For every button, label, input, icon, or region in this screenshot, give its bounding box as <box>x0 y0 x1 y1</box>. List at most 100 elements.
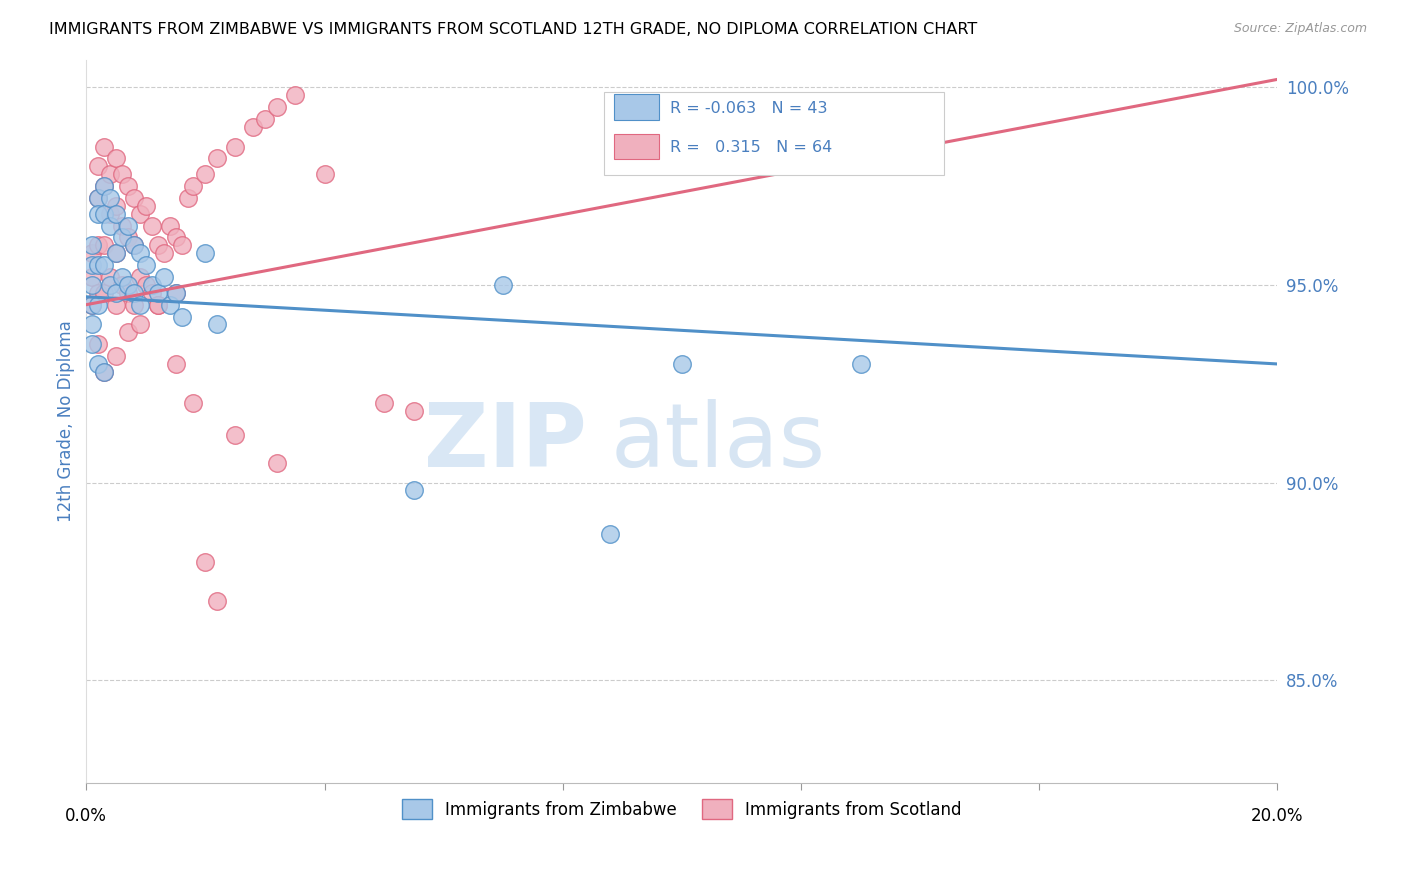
Text: Source: ZipAtlas.com: Source: ZipAtlas.com <box>1233 22 1367 36</box>
Point <box>146 238 169 252</box>
Point <box>117 230 139 244</box>
Point <box>146 298 169 312</box>
Text: IMMIGRANTS FROM ZIMBABWE VS IMMIGRANTS FROM SCOTLAND 12TH GRADE, NO DIPLOMA CORR: IMMIGRANTS FROM ZIMBABWE VS IMMIGRANTS F… <box>49 22 977 37</box>
Point <box>135 258 157 272</box>
Point <box>146 285 169 300</box>
Point <box>599 527 621 541</box>
Point <box>128 207 150 221</box>
Text: R = -0.063   N = 43: R = -0.063 N = 43 <box>671 101 828 116</box>
Point <box>93 179 115 194</box>
Point <box>93 179 115 194</box>
Point <box>224 139 246 153</box>
Point <box>117 285 139 300</box>
Bar <box>614 134 659 160</box>
Point <box>93 365 115 379</box>
Point <box>105 199 128 213</box>
Point <box>402 483 425 498</box>
Point <box>253 112 276 126</box>
Point <box>105 298 128 312</box>
Point <box>224 428 246 442</box>
Point <box>135 277 157 292</box>
Point <box>82 238 104 252</box>
Point <box>165 357 187 371</box>
Point <box>117 179 139 194</box>
Point <box>128 270 150 285</box>
Point <box>111 219 134 233</box>
Point <box>87 238 110 252</box>
Point <box>105 246 128 260</box>
Point <box>373 396 395 410</box>
Point <box>242 120 264 134</box>
Point <box>105 285 128 300</box>
Point <box>122 191 145 205</box>
Point <box>105 152 128 166</box>
Point <box>105 207 128 221</box>
Point <box>194 167 217 181</box>
Point <box>170 310 193 324</box>
Point <box>111 277 134 292</box>
Point <box>87 298 110 312</box>
Point <box>183 179 205 194</box>
Point <box>105 349 128 363</box>
Point <box>87 207 110 221</box>
Point <box>671 357 693 371</box>
Point <box>314 167 336 181</box>
Point <box>207 594 229 608</box>
Point <box>98 270 121 285</box>
Point <box>82 246 104 260</box>
Point <box>87 285 110 300</box>
Point <box>194 246 217 260</box>
Point <box>141 285 163 300</box>
Point <box>98 219 121 233</box>
Point <box>165 285 187 300</box>
Point <box>105 246 128 260</box>
Point <box>849 357 872 371</box>
Point <box>93 139 115 153</box>
Point <box>284 88 307 103</box>
Point <box>141 219 163 233</box>
Point <box>122 238 145 252</box>
Point <box>87 191 110 205</box>
Text: ZIP: ZIP <box>423 400 586 486</box>
Point <box>266 456 288 470</box>
Point <box>207 152 229 166</box>
Point <box>98 167 121 181</box>
Point <box>117 277 139 292</box>
Point <box>135 199 157 213</box>
Y-axis label: 12th Grade, No Diploma: 12th Grade, No Diploma <box>58 320 75 522</box>
Point <box>141 277 163 292</box>
Point <box>82 298 104 312</box>
Point <box>128 318 150 332</box>
Point <box>207 318 229 332</box>
Point <box>152 246 174 260</box>
Point <box>93 207 115 221</box>
Point <box>93 238 115 252</box>
Point <box>87 337 110 351</box>
Point <box>165 230 187 244</box>
Point <box>122 298 145 312</box>
Point <box>82 337 104 351</box>
Point <box>82 277 104 292</box>
FancyBboxPatch shape <box>605 92 943 176</box>
Point <box>146 298 169 312</box>
Point <box>98 191 121 205</box>
Point <box>82 298 104 312</box>
Point <box>93 365 115 379</box>
Text: R =   0.315   N = 64: R = 0.315 N = 64 <box>671 140 832 155</box>
Text: 0.0%: 0.0% <box>65 806 107 825</box>
Point <box>402 404 425 418</box>
Point <box>82 318 104 332</box>
Point <box>122 238 145 252</box>
Point <box>82 270 104 285</box>
Text: 20.0%: 20.0% <box>1251 806 1303 825</box>
Point <box>111 230 134 244</box>
Text: atlas: atlas <box>610 400 825 486</box>
Point <box>93 258 115 272</box>
Point <box>111 270 134 285</box>
Legend: Immigrants from Zimbabwe, Immigrants from Scotland: Immigrants from Zimbabwe, Immigrants fro… <box>395 793 969 825</box>
Point <box>111 167 134 181</box>
Point <box>266 100 288 114</box>
Bar <box>614 95 659 120</box>
Point <box>159 219 181 233</box>
Point <box>87 258 110 272</box>
